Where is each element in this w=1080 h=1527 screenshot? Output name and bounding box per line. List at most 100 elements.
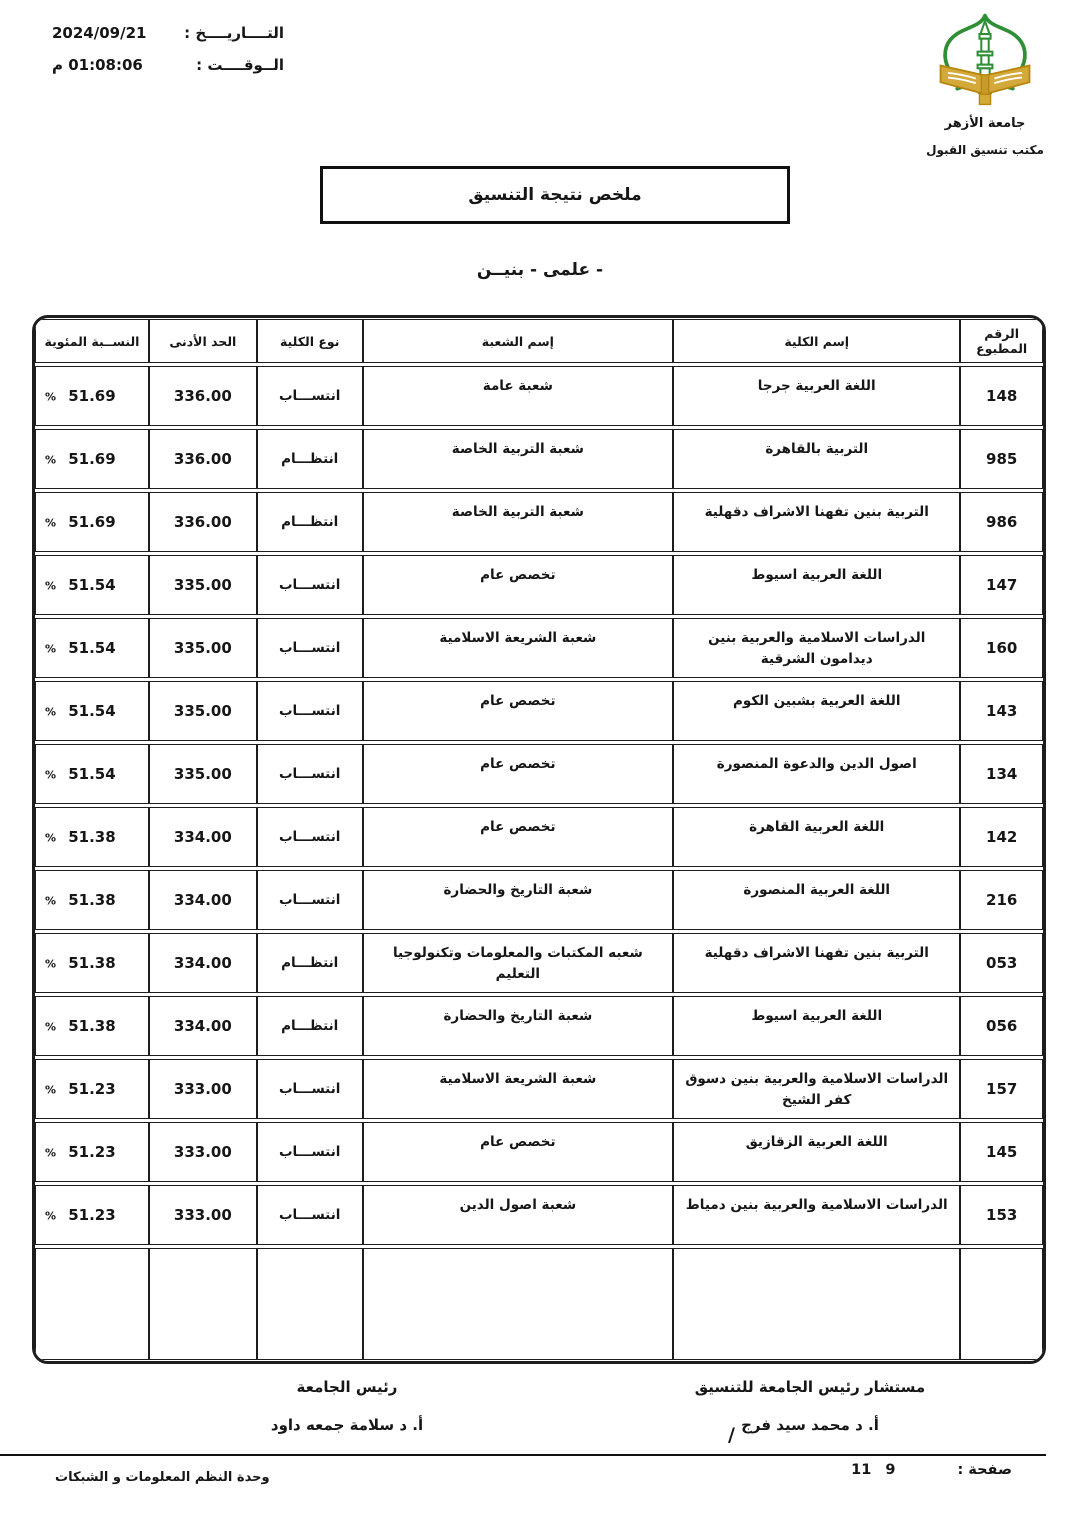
branch-cell: شعبة التربية الخاصة (362, 492, 674, 552)
min-cell: 333.00 (148, 1122, 257, 1182)
column-header-4: الحد الأدنى (148, 319, 257, 363)
empty-cell (673, 1248, 961, 1360)
college-cell: اللغة العربية بشبين الكوم (673, 681, 961, 741)
footer-divider (0, 1454, 1046, 1456)
college-cell: اللغة العربية اسيوط (673, 555, 961, 615)
date-value: 2024/09/21 (52, 24, 147, 42)
percent-value: 51.38 (68, 891, 116, 909)
table-header-row: الرقم المطبوع إسم الكلية إسم الشعبة نوع الك… (35, 319, 1043, 363)
percent-cell: 51.69% (35, 366, 149, 426)
time-row: الــوقــــت : 01:08:06 م (52, 56, 284, 74)
results-table-grid: الرقم المطبوع إسم الكلية إسم الشعبة نوع الك… (35, 318, 1043, 1361)
signature-left-title: رئيس الجامعة (296, 1378, 398, 1396)
type-cell: انتظـــام (256, 996, 363, 1056)
percent-sign: % (45, 1209, 57, 1223)
column-header-5: النســبة المئوية (35, 319, 149, 363)
table-row: 142 اللغة العربية القاهرة تخصص عام انتســـا… (35, 807, 1043, 867)
type-cell: انتســـاب (256, 870, 363, 930)
percent-cell: 51.38% (35, 933, 149, 993)
code-cell: 142 (960, 807, 1043, 867)
college-cell: التربية بنين تفهنا الاشراف دقهلية (673, 933, 961, 993)
min-cell: 335.00 (148, 555, 257, 615)
code-cell: 147 (960, 555, 1043, 615)
min-cell: 336.00 (148, 492, 257, 552)
type-cell: انتســـاب (256, 1059, 363, 1119)
table-row: 053 التربية بنين تفهنا الاشراف دقهلية شعبه… (35, 933, 1043, 993)
empty-cell (362, 1248, 674, 1360)
percent-cell: 51.54% (35, 618, 149, 678)
table-row: 153 الدراسات الاسلامية والعربية بنين دميا… (35, 1185, 1043, 1245)
page-label: صفحة : (957, 1462, 1012, 1478)
code-cell: 986 (960, 492, 1043, 552)
percent-cell: 51.69% (35, 492, 149, 552)
office-name: مكتب تنسيق القبول (926, 143, 1044, 157)
branch-cell: تخصص عام (362, 681, 674, 741)
page-current-number: 9 (885, 1462, 896, 1478)
code-cell: 153 (960, 1185, 1043, 1245)
percent-value: 51.23 (68, 1080, 116, 1098)
min-cell: 333.00 (148, 1059, 257, 1119)
code-cell: 053 (960, 933, 1043, 993)
type-cell: انتســـاب (256, 744, 363, 804)
type-cell: انتســـاب (256, 681, 363, 741)
college-cell: اللغة العربية القاهرة (673, 807, 961, 867)
empty-cell (35, 1248, 149, 1360)
slash-mark: / (728, 1424, 735, 1446)
date-row: التــــاريــــخ : 2024/09/21 (52, 24, 284, 42)
percent-sign: % (45, 1020, 57, 1034)
percent-sign: % (45, 831, 57, 845)
branch-cell: شعبة الشريعة الاسلامية (362, 618, 674, 678)
code-cell: 985 (960, 429, 1043, 489)
code-cell: 056 (960, 996, 1043, 1056)
table-row: 157 الدراسات الاسلامية والعربية بنين دسوق… (35, 1059, 1043, 1119)
branch-cell: شعبه المكتبات والمعلومات وتكنولوجيا التع… (362, 933, 674, 993)
min-cell: 334.00 (148, 807, 257, 867)
percent-sign: % (45, 705, 57, 719)
min-cell: 335.00 (148, 744, 257, 804)
type-cell: انتظـــام (256, 429, 363, 489)
percent-sign: % (45, 642, 57, 656)
min-cell: 335.00 (148, 681, 257, 741)
datetime-block: التــــاريــــخ : 2024/09/21 الــوقــــت… (52, 24, 284, 88)
logo-block: جامعة الأزهر مكتب تنسيق القبول (920, 10, 1050, 157)
type-cell: انتســـاب (256, 807, 363, 867)
azhar-university-logo-icon (939, 13, 1031, 106)
percent-cell: 51.54% (35, 681, 149, 741)
percent-cell: 51.23% (35, 1059, 149, 1119)
percent-cell: 51.23% (35, 1185, 149, 1245)
percent-sign: % (45, 516, 57, 530)
percent-cell: 51.38% (35, 870, 149, 930)
percent-value: 51.23 (68, 1143, 116, 1161)
branch-cell: شعبة الشريعة الاسلامية (362, 1059, 674, 1119)
min-cell: 334.00 (148, 870, 257, 930)
percent-sign: % (45, 390, 57, 404)
min-cell: 336.00 (148, 429, 257, 489)
column-header-1: إسم الكلية (673, 319, 961, 363)
percent-value: 51.38 (68, 1017, 116, 1035)
branch-cell: تخصص عام (362, 555, 674, 615)
percent-cell: 51.54% (35, 555, 149, 615)
empty-cell (960, 1248, 1043, 1360)
percent-value: 51.54 (68, 765, 116, 783)
signature-right: مستشار رئيس الجامعة للتنسيق أ. د محمد سي… (685, 1378, 935, 1454)
table-row: 985 التربية بالقاهرة شعبة التربية الخاصة ان… (35, 429, 1043, 489)
percent-cell: 51.54% (35, 744, 149, 804)
branch-cell: شعبة التاريخ والحضارة (362, 996, 674, 1056)
branch-cell: شعبة عامة (362, 366, 674, 426)
results-table: الرقم المطبوع إسم الكلية إسم الشعبة نوع الك… (32, 315, 1046, 1364)
percent-value: 51.38 (68, 828, 116, 846)
page-title: ملخص نتيجة التنسيق (468, 185, 642, 205)
empty-cell (256, 1248, 363, 1360)
table-row: 056 اللغة العربية اسيوط شعبة التاريخ والحض… (35, 996, 1043, 1056)
college-cell: التربية بالقاهرة (673, 429, 961, 489)
percent-sign: % (45, 894, 57, 908)
code-cell: 148 (960, 366, 1043, 426)
college-cell: اللغة العربية الزقازيق (673, 1122, 961, 1182)
table-row: 147 اللغة العربية اسيوط تخصص عام انتســـاب 3… (35, 555, 1043, 615)
type-cell: انتســـاب (256, 366, 363, 426)
column-header-0: الرقم المطبوع (960, 319, 1043, 363)
percent-cell: 51.23% (35, 1122, 149, 1182)
signature-left: رئيس الجامعة أ. د سلامة جمعه داود (252, 1378, 442, 1454)
percent-value: 51.54 (68, 702, 116, 720)
branch-cell: تخصص عام (362, 1122, 674, 1182)
